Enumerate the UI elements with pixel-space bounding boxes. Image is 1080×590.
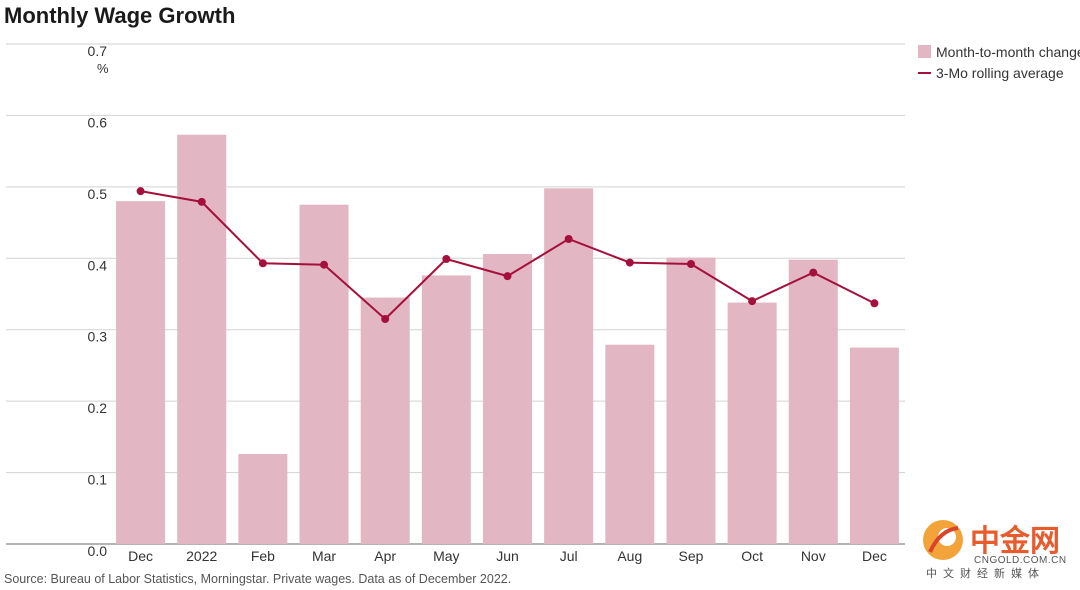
bar bbox=[360, 297, 410, 544]
bar bbox=[483, 254, 532, 544]
x-axis-categories: Dec 2022 Feb Mar Apr May Jun Jul Aug Sep Oct Nov Dec bbox=[128, 548, 887, 564]
y-tick-label: 0.6 bbox=[88, 114, 108, 130]
y-tick-label: 0.1 bbox=[88, 472, 108, 488]
bar bbox=[849, 347, 899, 544]
rolling-average-line bbox=[136, 187, 879, 323]
x-tick-label: Apr bbox=[374, 548, 396, 564]
line-point bbox=[320, 260, 329, 269]
bar bbox=[299, 204, 349, 544]
watermark-swirl-icon bbox=[928, 526, 959, 553]
y-tick-label: 0.7 bbox=[88, 43, 108, 59]
legend-swatch-bar bbox=[918, 45, 931, 58]
line-point bbox=[564, 235, 573, 243]
x-tick-label: Jun bbox=[496, 548, 519, 564]
x-tick-label: Aug bbox=[617, 548, 642, 564]
bar bbox=[116, 201, 166, 544]
y-axis-unit: % bbox=[97, 61, 109, 76]
bar bbox=[788, 259, 838, 544]
line-point bbox=[258, 259, 267, 268]
x-tick-label: May bbox=[433, 548, 459, 564]
x-tick-label: Mar bbox=[312, 548, 336, 564]
bar bbox=[605, 344, 655, 544]
x-tick-label: Sep bbox=[679, 548, 704, 564]
x-tick-label: Feb bbox=[251, 548, 275, 564]
watermark-tagline: 中文财经新媒体 bbox=[926, 566, 1045, 580]
cngold-watermark: 中金网 CNGOLD.COM.CN 中文财经新媒体 bbox=[923, 520, 1067, 580]
watermark-domain: CNGOLD.COM.CN bbox=[974, 555, 1067, 566]
bars bbox=[116, 134, 899, 545]
x-tick-label: Oct bbox=[741, 548, 763, 564]
y-tick-label: 0.3 bbox=[88, 329, 108, 345]
bar bbox=[421, 275, 471, 544]
line-point bbox=[136, 187, 145, 196]
line-point bbox=[809, 268, 818, 277]
line-point bbox=[197, 197, 206, 206]
source-note: Source: Bureau of Labor Statistics, Morn… bbox=[4, 572, 511, 586]
watermark-logo-text: 中金网 bbox=[970, 524, 1060, 559]
line-point bbox=[381, 315, 390, 323]
bar bbox=[727, 302, 777, 544]
x-tick-label: Dec bbox=[128, 548, 153, 564]
y-tick-label: 0.0 bbox=[88, 543, 108, 559]
x-tick-label: Dec bbox=[862, 548, 887, 564]
x-tick-label: Jul bbox=[560, 548, 578, 564]
bar bbox=[177, 134, 227, 544]
bar bbox=[544, 188, 594, 545]
legend-label-bar: Month-to-month change bbox=[936, 44, 1080, 60]
legend: Month-to-month change 3-Mo rolling avera… bbox=[918, 44, 1080, 81]
y-tick-label: 0.5 bbox=[88, 186, 108, 202]
y-tick-label: 0.4 bbox=[88, 257, 108, 273]
line-point bbox=[442, 255, 451, 263]
y-tick-label: 0.2 bbox=[88, 400, 108, 416]
x-tick-label: Nov bbox=[801, 548, 826, 564]
bar bbox=[666, 257, 716, 544]
y-axis-ticks: 0.0 0.1 0.2 0.3 0.4 0.5 0.6 0.7 bbox=[88, 43, 108, 559]
line-point bbox=[748, 297, 757, 306]
line-point bbox=[870, 299, 879, 308]
line-point bbox=[686, 260, 695, 268]
chart-title: Monthly Wage Growth bbox=[4, 3, 235, 28]
x-tick-label: 2022 bbox=[186, 548, 217, 564]
bar bbox=[238, 454, 288, 544]
line-point bbox=[625, 258, 634, 267]
line-point bbox=[503, 272, 512, 281]
legend-label-line: 3-Mo rolling average bbox=[936, 65, 1064, 81]
